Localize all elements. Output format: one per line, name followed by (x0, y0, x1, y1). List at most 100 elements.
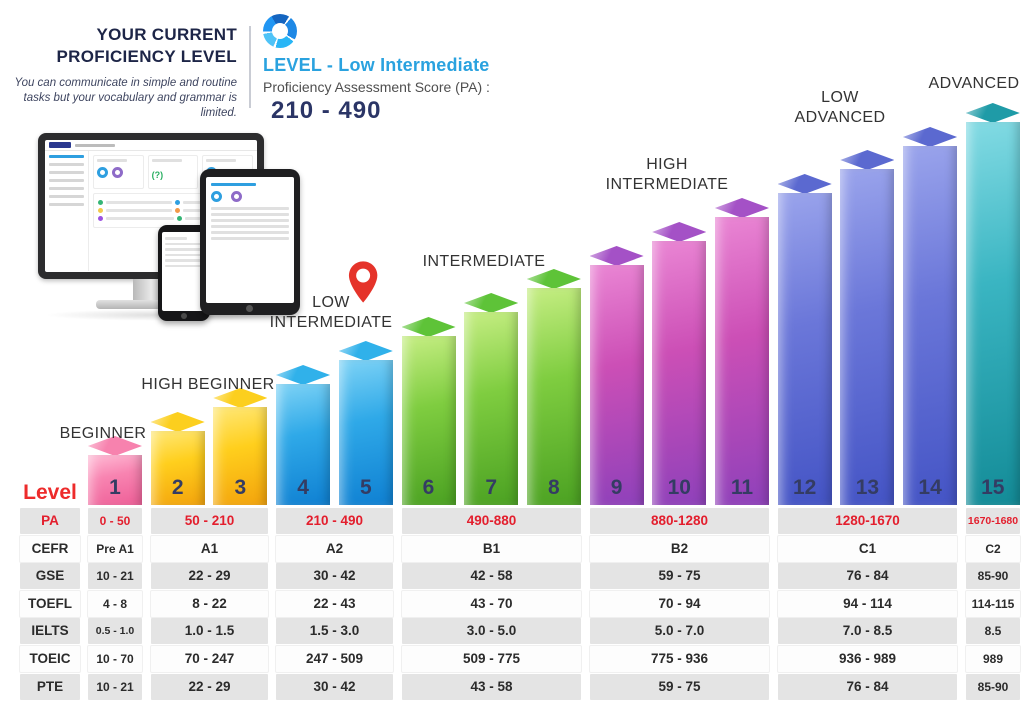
mini-logo (49, 142, 71, 148)
row-label-pte: PTE (20, 674, 80, 700)
cell-gse-group7: 85-90 (966, 563, 1020, 589)
divider (249, 26, 251, 108)
level-row-label: Level (23, 481, 77, 504)
cell-pte-group2: 22 - 29 (151, 674, 268, 700)
row-label-cefr: CEFR (20, 536, 80, 562)
cell-toefl-group7: 114-115 (966, 591, 1020, 617)
band-label-beginner: BEGINNER (59, 425, 147, 442)
bar-front-face: 5 (338, 360, 393, 505)
bar-front-face: 1 (88, 455, 142, 505)
bar-top-face (903, 127, 958, 147)
bar-top-face (715, 198, 769, 218)
bar-top-face (213, 388, 268, 408)
cell-ielts-group7: 8.5 (966, 618, 1020, 644)
level-number: 5 (359, 476, 372, 499)
cell-toeic-group3: 247 - 509 (276, 646, 393, 672)
current-level-name: LEVEL - Low Intermediate (263, 55, 490, 75)
cell-toefl-group1: 4 - 8 (88, 591, 142, 617)
level-bar-15: 15 (965, 103, 1020, 505)
level-bar-14: 14 (903, 127, 958, 505)
row-label-gse: GSE (20, 563, 80, 589)
level-number: 1 (109, 476, 121, 499)
cell-cefr-group7: C2 (966, 536, 1020, 562)
cell-pa-group2: 50 - 210 (151, 508, 268, 534)
cell-pa-group5: 880-1280 (590, 508, 769, 534)
cell-toefl-group2: 8 - 22 (151, 591, 268, 617)
bar-front-face: 15 (965, 122, 1020, 505)
bar-front-face: 2 (150, 431, 205, 505)
band-label-low-advanced: LOW ADVANCED (794, 89, 886, 126)
level-bar-13: 13 (840, 150, 895, 505)
bar-front-face: 12 (777, 193, 832, 505)
cell-pte-group6: 76 - 84 (778, 674, 957, 700)
level-bar-7: 7 (464, 293, 519, 505)
cell-ielts-group5: 5.0 - 7.0 (590, 618, 769, 644)
cell-pa-group4: 490-880 (402, 508, 581, 534)
cell-pte-group4: 43 - 58 (402, 674, 581, 700)
level-bar-11: 11 (715, 198, 769, 505)
bar-top-face (965, 103, 1020, 123)
bar-top-face (464, 293, 519, 313)
cell-toeic-group2: 70 - 247 (151, 646, 268, 672)
page-title: YOUR CURRENT PROFICIENCY LEVEL (0, 24, 237, 68)
cell-pte-group5: 59 - 75 (590, 674, 769, 700)
cell-toeic-group6: 936 - 989 (778, 646, 957, 672)
band-label-low-intermediate: LOW INTERMEDIATE (270, 261, 393, 333)
cell-pa-group1: 0 - 50 (88, 508, 142, 534)
cell-cefr-group2: A1 (151, 536, 268, 562)
level-number: 11 (730, 476, 754, 499)
donut-chart-icon (263, 14, 297, 48)
cell-gse-group4: 42 - 58 (402, 563, 581, 589)
cell-gse-group1: 10 - 21 (88, 563, 142, 589)
bar-top-face (338, 341, 393, 361)
level-number: 4 (297, 476, 309, 499)
bar-top-face (401, 317, 456, 337)
level-number: 10 (667, 476, 691, 499)
cell-gse-group5: 59 - 75 (590, 563, 769, 589)
cell-ielts-group3: 1.5 - 3.0 (276, 618, 393, 644)
bar-top-face (589, 246, 644, 266)
level-number: 9 (610, 476, 623, 499)
band-label-intermediate: INTERMEDIATE (422, 253, 546, 270)
title-line-2: PROFICIENCY LEVEL (56, 47, 237, 66)
level-bar-9: 9 (589, 246, 644, 505)
cell-cefr-group4: B1 (402, 536, 581, 562)
row-label-toefl: TOEFL (20, 591, 80, 617)
bar-front-face: 14 (903, 146, 958, 505)
score-value: 210 - 490 (271, 97, 382, 124)
cell-cefr-group1: Pre A1 (88, 536, 142, 562)
cell-pa-group3: 210 - 490 (276, 508, 393, 534)
level-number: 12 (793, 476, 817, 499)
level-number: 2 (171, 476, 184, 499)
level-bar-12: 12 (777, 174, 832, 505)
cell-ielts-group6: 7.0 - 8.5 (778, 618, 957, 644)
bar-front-face: 9 (589, 265, 644, 505)
band-label-high-intermediate: HIGH INTERMEDIATE (605, 156, 729, 193)
level-number: 15 (981, 476, 1005, 499)
bar-top-face (840, 150, 895, 170)
level-bar-3: 3 (213, 388, 268, 505)
level-number: 7 (485, 476, 498, 499)
level-number: 6 (422, 476, 435, 499)
bar-top-face (777, 174, 832, 194)
level-bar-5: 5 (338, 341, 393, 505)
bar-front-face: 11 (715, 217, 769, 505)
bar-front-face: 8 (526, 288, 581, 505)
cell-cefr-group3: A2 (276, 536, 393, 562)
cell-cefr-group6: C1 (778, 536, 957, 562)
current-level-summary: LEVEL - Low Intermediate Proficiency Ass… (263, 14, 490, 125)
cell-toefl-group5: 70 - 94 (590, 591, 769, 617)
row-label-toeic: TOEIC (20, 646, 80, 672)
devices-illustration: (?) (30, 133, 305, 321)
tablet-mockup (200, 169, 300, 315)
bar-front-face: 6 (401, 336, 456, 505)
row-label-pa: PA (20, 508, 80, 534)
bar-top-face (526, 269, 581, 289)
cell-gse-group2: 22 - 29 (151, 563, 268, 589)
cell-toeic-group4: 509 - 775 (402, 646, 581, 672)
cell-pa-group7: 1670-1680 (966, 508, 1020, 534)
level-number: 8 (548, 476, 560, 499)
cell-toeic-group1: 10 - 70 (88, 646, 142, 672)
cell-ielts-group2: 1.0 - 1.5 (151, 618, 268, 644)
title-line-1: YOUR CURRENT (96, 25, 237, 44)
